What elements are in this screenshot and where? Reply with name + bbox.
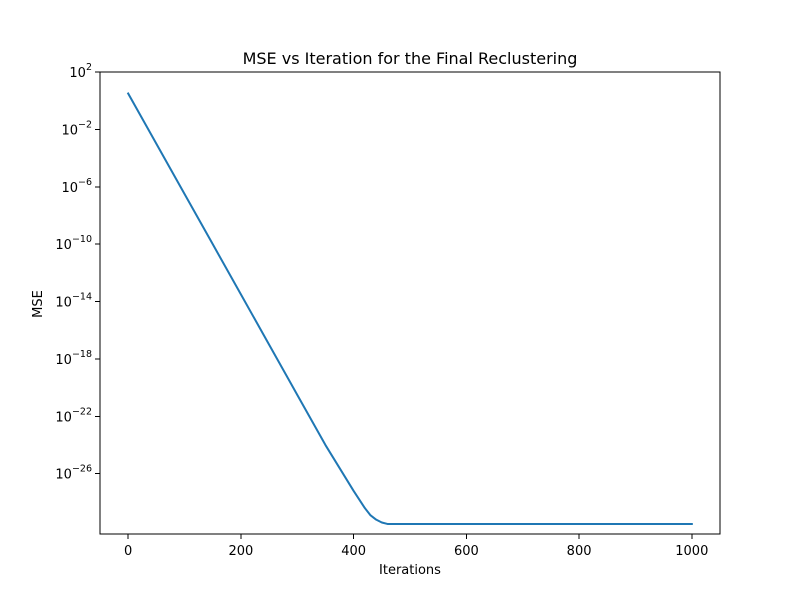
x-axis-ticks: 0 200 400 600 800 1000 (124, 534, 708, 559)
y-tick-label: 10−26 (55, 464, 92, 483)
x-tick-label: 600 (454, 544, 479, 559)
series-line-0 (126, 92, 693, 525)
chart-title: MSE vs Iteration for the Final Recluster… (243, 49, 578, 68)
x-tick-label: 0 (124, 544, 132, 559)
y-tick-label: 10−22 (55, 406, 92, 425)
x-axis-label: Iterations (379, 563, 441, 578)
x-tick-label: 200 (228, 544, 253, 559)
plot-area (99, 71, 721, 535)
y-tick-label: 10−10 (55, 234, 92, 253)
x-tick-label: 400 (341, 544, 366, 559)
y-tick-label: 10−18 (55, 349, 92, 368)
x-tick-label: 800 (567, 544, 592, 559)
y-axis-ticks: 102 10−2 10−6 10−10 10−14 10−18 10−22 10−26 (55, 62, 100, 483)
x-tick-label: 1000 (675, 544, 708, 559)
axes-frame (99, 71, 721, 535)
y-tick-label: 102 (69, 62, 92, 81)
y-tick-label: 10−6 (61, 177, 92, 196)
y-tick-label: 10−14 (55, 292, 92, 311)
y-axis-label: MSE (31, 290, 46, 318)
y-tick-label: 10−2 (61, 119, 92, 138)
